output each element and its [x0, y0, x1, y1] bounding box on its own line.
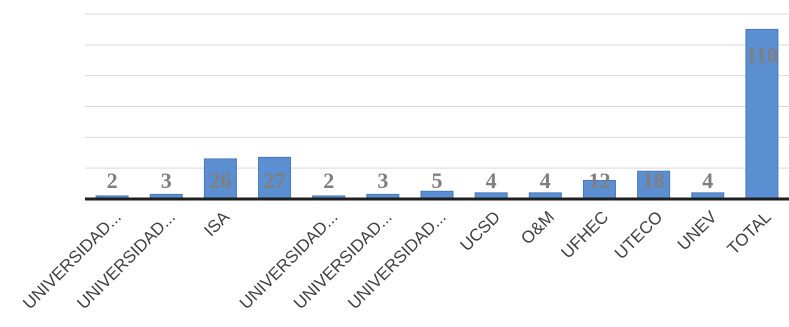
x-tick-label: UTECO — [611, 207, 667, 263]
data-label: 18 — [643, 168, 665, 193]
x-tick-label: UCSD — [456, 207, 503, 254]
data-label: 5 — [432, 168, 443, 193]
data-label: 27 — [264, 168, 286, 193]
x-tick-label: UNIVERSIDAD... — [236, 207, 342, 313]
gridlines — [85, 13, 789, 169]
x-tick-label: UFHEC — [557, 207, 612, 262]
x-tick-label: UNIVERSIDAD... — [344, 207, 450, 313]
x-tick-label: O&M — [517, 207, 558, 248]
data-label: 2 — [107, 168, 118, 193]
data-label: 3 — [161, 168, 172, 193]
bar — [745, 28, 779, 200]
bar — [258, 156, 292, 200]
data-label: 26 — [209, 168, 231, 193]
data-label: 3 — [377, 168, 388, 193]
x-tick-label: UNEV — [674, 207, 721, 254]
value-labels: 2 3 26 27 2 3 5 4 4 12 18 4 110 — [107, 42, 778, 193]
x-tick-label: UNIVERSIDAD... — [19, 207, 125, 313]
data-label: 4 — [540, 168, 551, 193]
x-tick-label: UNIVERSIDAD... — [73, 207, 179, 313]
data-label: 2 — [323, 168, 334, 193]
x-tick-label: UNIVERSIDAD... — [290, 207, 396, 313]
x-tick-label: ISA — [200, 207, 233, 240]
data-label: 12 — [588, 168, 610, 193]
x-axis-tick-labels: UNIVERSIDAD...UNIVERSIDAD... ISA UNIVERSID… — [19, 207, 774, 313]
data-label: 110 — [746, 42, 778, 67]
data-label: 4 — [702, 168, 713, 193]
x-tick-label: TOTAL — [724, 207, 775, 258]
data-label: 4 — [486, 168, 497, 193]
